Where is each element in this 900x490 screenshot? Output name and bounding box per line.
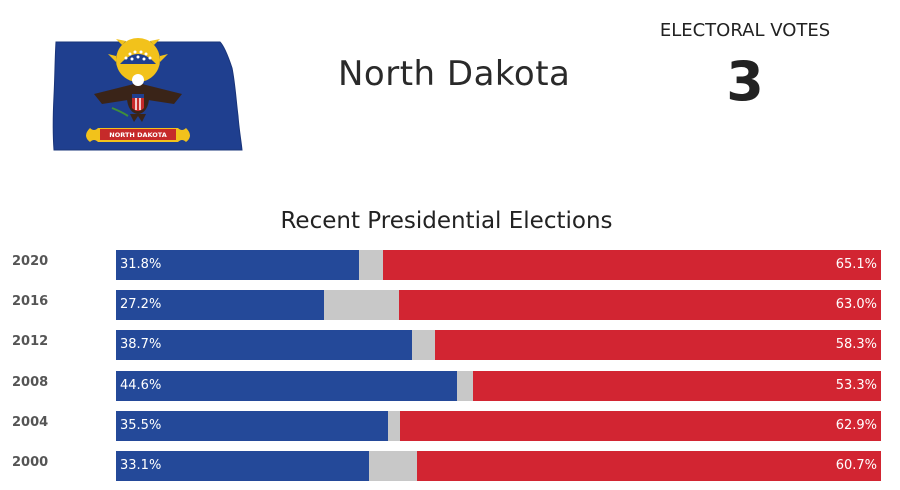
year-label: 2012 <box>12 334 49 350</box>
rep-percent-label: 65.1% <box>835 257 877 272</box>
rep-percent-label: 60.7% <box>835 458 877 473</box>
rep-segment <box>383 250 881 280</box>
dem-percent-label: 44.6% <box>120 377 162 393</box>
election-bar: 38.7% 58.3% <box>116 330 881 361</box>
dem-percent-label: 35.5% <box>120 417 162 433</box>
rep-segment <box>399 290 881 321</box>
dem-percent-label: 38.7% <box>120 337 162 353</box>
rep-segment <box>435 330 881 361</box>
year-label: 2008 <box>12 374 49 390</box>
electoral-votes-label: ELECTORAL VOTES <box>659 20 831 41</box>
other-segment <box>387 410 400 441</box>
year-label: 2016 <box>12 294 49 310</box>
electoral-votes-value: 3 <box>726 50 764 113</box>
rep-percent-label: 62.9% <box>835 417 877 433</box>
other-segment <box>369 451 417 481</box>
rep-percent-label: 58.3% <box>835 337 877 353</box>
dem-segment <box>116 370 458 401</box>
other-segment <box>457 370 474 401</box>
election-bar: 31.8% 65.1% <box>116 250 881 280</box>
rep-segment <box>416 451 881 481</box>
rep-segment <box>399 410 881 441</box>
rep-percent-label: 53.3% <box>835 377 877 393</box>
state-name: North Dakota <box>338 54 571 94</box>
election-bar: 44.6% 53.3% <box>116 370 881 401</box>
rep-percent-label: 63.0% <box>835 297 877 313</box>
dem-percent-label: 27.2% <box>120 297 162 313</box>
year-label: 2020 <box>12 254 49 269</box>
dem-segment <box>116 330 413 361</box>
north-dakota-flag-icon: NORTH DAKOTA <box>52 30 243 151</box>
year-label: 2004 <box>12 414 49 430</box>
dem-segment <box>116 290 325 321</box>
election-bar: 33.1% 60.7% <box>116 451 881 481</box>
election-bar: 27.2% 63.0% <box>116 290 881 321</box>
other-segment <box>412 330 435 361</box>
dem-segment <box>116 451 370 481</box>
year-label: 2000 <box>12 455 49 470</box>
rep-segment <box>473 370 881 401</box>
flag-motto: NORTH DAKOTA <box>109 131 166 139</box>
chart-title: Recent Presidential Elections <box>280 208 613 234</box>
other-segment <box>324 290 400 321</box>
state-flag-map: NORTH DAKOTA <box>50 30 245 152</box>
dem-percent-label: 31.8% <box>120 257 162 272</box>
dem-percent-label: 33.1% <box>120 458 162 473</box>
other-segment <box>359 250 383 280</box>
dem-segment <box>116 250 360 280</box>
dem-segment <box>116 410 388 441</box>
election-bar: 35.5% 62.9% <box>116 410 881 441</box>
